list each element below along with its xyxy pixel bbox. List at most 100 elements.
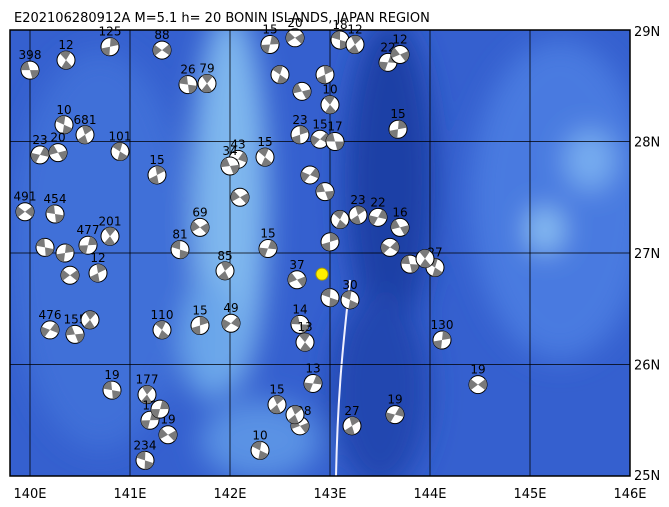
depth-label: 43 — [230, 137, 245, 151]
depth-label: 15 — [192, 303, 207, 317]
x-tick-label: 140E — [13, 487, 46, 502]
depth-label: 20 — [287, 16, 302, 30]
focal-mechanism: 101 — [109, 130, 131, 162]
focal-mechanism: 15 — [310, 117, 330, 149]
depth-label: 18 — [332, 18, 347, 32]
compression-quadrant — [341, 290, 359, 309]
depth-label: 15 — [269, 383, 284, 397]
depth-label: 85 — [217, 249, 232, 263]
depth-label: 26 — [180, 63, 195, 77]
compression-quadrant — [433, 331, 451, 349]
compression-quadrant — [171, 240, 189, 259]
map-title: E202106280912A M=5.1 h= 20 BONIN ISLANDS… — [14, 11, 430, 26]
focal-mechanism: 88 — [152, 28, 172, 60]
compression-quadrant — [46, 205, 64, 223]
depth-label: 130 — [431, 318, 454, 332]
depth-label: 477 — [77, 223, 100, 237]
focal-mechanism: 19 — [385, 393, 405, 425]
x-tick-label: 146E — [613, 487, 646, 502]
compression-quadrant — [381, 241, 399, 254]
depth-label: 15 — [149, 153, 164, 167]
depth-label: 155 — [64, 312, 87, 326]
depth-label: 12 — [58, 38, 73, 52]
depth-label: 19 — [104, 368, 119, 382]
depth-label: 81 — [172, 228, 187, 242]
compression-quadrant — [391, 47, 409, 62]
y-tick-label: 25N — [634, 469, 660, 484]
y-tick-label: 27N — [634, 247, 660, 262]
depth-label: 23 — [32, 133, 47, 147]
compression-quadrant — [272, 65, 288, 84]
focal-mechanism: 20 — [285, 16, 305, 48]
compression-quadrant — [61, 269, 79, 281]
focal-mechanism: 27 — [342, 404, 362, 436]
compression-quadrant — [291, 125, 309, 144]
focal-mechanism: 15 — [255, 135, 275, 167]
focal-mechanism — [230, 187, 250, 207]
compression-quadrant — [59, 51, 73, 70]
focal-mechanism: 12 — [345, 22, 365, 54]
compression-quadrant — [293, 83, 311, 100]
focal-mechanism: 681 — [74, 113, 97, 145]
compression-quadrant — [55, 115, 73, 134]
focal-mechanism — [330, 210, 350, 230]
depth-label: 491 — [14, 190, 37, 204]
compression-quadrant — [36, 238, 54, 257]
compression-quadrant — [369, 209, 387, 226]
focal-mechanism: 23 — [290, 113, 310, 145]
compression-quadrant — [326, 132, 344, 151]
compression-quadrant — [136, 451, 154, 470]
compression-quadrant — [288, 272, 307, 287]
focal-mechanism: 15 — [190, 303, 210, 335]
focal-mechanism: 79 — [197, 62, 217, 94]
depth-label: 69 — [192, 205, 207, 219]
focal-mechanism: 155 — [64, 312, 87, 344]
depth-label: 15 — [390, 107, 405, 121]
focal-mechanism: 26 — [178, 63, 198, 95]
focal-mechanism: 13 — [295, 320, 315, 352]
focal-mechanism: 37 — [287, 258, 307, 290]
depth-label: 681 — [74, 113, 97, 127]
compression-quadrant — [179, 75, 197, 94]
focal-mechanism: 85 — [215, 249, 235, 281]
depth-label: 15 — [257, 135, 272, 149]
compression-quadrant — [16, 206, 35, 218]
x-tick-label: 145E — [513, 487, 546, 502]
focal-mechanism — [300, 165, 320, 185]
compression-quadrant — [385, 406, 405, 423]
epicenter — [315, 267, 329, 281]
compression-quadrant — [419, 249, 431, 268]
depth-label: 22 — [370, 195, 385, 209]
depth-label: 476 — [39, 308, 62, 322]
compression-quadrant — [201, 74, 213, 93]
compression-quadrant — [103, 381, 121, 400]
focal-mechanism: 23 — [30, 133, 50, 165]
depth-label: 15 — [260, 227, 275, 241]
compression-quadrant — [151, 400, 169, 418]
focal-mechanism — [55, 243, 75, 263]
x-tick-label: 143E — [313, 487, 346, 502]
focal-mechanism: 12 — [390, 33, 410, 65]
depth-label: 19 — [387, 393, 402, 407]
focal-mechanism — [35, 237, 55, 257]
focal-mechanism: 23 — [348, 193, 368, 225]
compression-quadrant — [104, 227, 116, 246]
focal-mechanism: 477 — [77, 223, 100, 255]
depth-label: 23 — [350, 193, 365, 207]
depth-label: 14 — [292, 302, 307, 316]
compression-quadrant — [251, 441, 269, 460]
focal-mechanism: 110 — [151, 308, 173, 340]
focal-mechanism: 476 — [39, 308, 62, 340]
compression-quadrant — [323, 95, 337, 114]
focal-mechanism: 15 — [267, 383, 287, 415]
compression-quadrant — [321, 232, 339, 251]
depth-label: 27 — [344, 404, 359, 418]
depth-label: 34 — [222, 144, 237, 158]
compression-quadrant — [231, 190, 250, 204]
focal-mechanism: 201 — [99, 214, 121, 246]
focal-mechanism: 10 — [54, 103, 74, 135]
compression-quadrant — [101, 37, 119, 56]
focal-mechanism: 15 — [258, 227, 278, 259]
compression-quadrant — [77, 125, 93, 144]
